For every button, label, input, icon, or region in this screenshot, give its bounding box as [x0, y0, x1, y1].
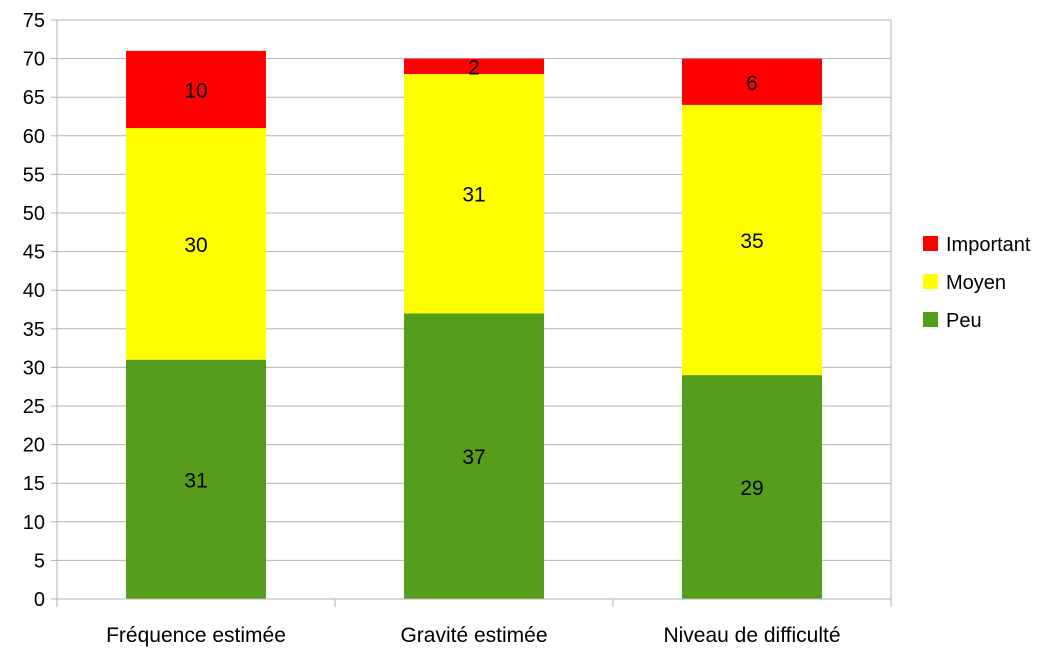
bar-peu-1	[404, 313, 544, 599]
y-tick-label-55: 55	[23, 164, 45, 186]
axes: 0 5 10 15 20 25 30 35 40 45 50 55 60 65 70 75 Fréquence …	[23, 10, 892, 647]
y-tick-label-15: 15	[23, 473, 45, 495]
y-tick-label-40: 40	[23, 280, 45, 302]
bar-moyen-1	[404, 74, 544, 314]
x-category-label-1: Gravité estimée	[400, 624, 547, 647]
legend: Important Moyen Peu	[923, 234, 1031, 332]
y-tick-label-10: 10	[23, 512, 45, 534]
bar-important-0	[126, 50, 266, 129]
data-label-important-1: 2	[468, 56, 480, 79]
y-tick-label-25: 25	[23, 396, 45, 418]
y-tick-label-75: 75	[23, 10, 45, 32]
bar-peu-0	[126, 359, 266, 599]
y-tick-label-0: 0	[34, 589, 45, 611]
bar-important-1	[404, 58, 544, 75]
data-label-peu-1: 37	[462, 446, 485, 469]
y-tick-label-60: 60	[23, 126, 45, 148]
legend-label-important: Important	[946, 234, 1031, 256]
bar-moyen-2	[682, 104, 822, 376]
y-tick-label-70: 70	[23, 49, 45, 71]
bar-peu-2	[682, 375, 822, 599]
y-tick-label-50: 50	[23, 203, 45, 225]
data-label-peu-2: 29	[740, 477, 763, 500]
data-label-moyen-2: 35	[740, 230, 763, 253]
y-tick-label-45: 45	[23, 242, 45, 264]
x-category-label-2: Niveau de difficulté	[663, 624, 840, 647]
bar-important-2	[682, 58, 822, 105]
y-tick-label-5: 5	[34, 550, 45, 572]
data-labels: 31 30 10 37 31 2 29 35 6	[184, 56, 763, 500]
legend-label-peu: Peu	[946, 310, 982, 332]
y-tick-label-30: 30	[23, 357, 45, 379]
x-category-label-0: Fréquence estimée	[106, 624, 286, 647]
legend-swatch-peu	[923, 312, 938, 327]
legend-swatch-important	[923, 236, 938, 251]
y-tick-label-20: 20	[23, 435, 45, 457]
y-tick-label-35: 35	[23, 319, 45, 341]
data-label-moyen-0: 30	[184, 234, 207, 257]
data-label-moyen-1: 31	[462, 184, 485, 207]
data-label-important-2: 6	[746, 72, 758, 95]
y-tick-label-65: 65	[23, 87, 45, 109]
bars	[126, 50, 822, 599]
bar-moyen-0	[126, 128, 266, 360]
legend-swatch-moyen	[923, 274, 938, 289]
legend-label-moyen: Moyen	[946, 272, 1006, 294]
data-label-peu-0: 31	[184, 469, 207, 492]
data-label-important-0: 10	[184, 79, 207, 102]
